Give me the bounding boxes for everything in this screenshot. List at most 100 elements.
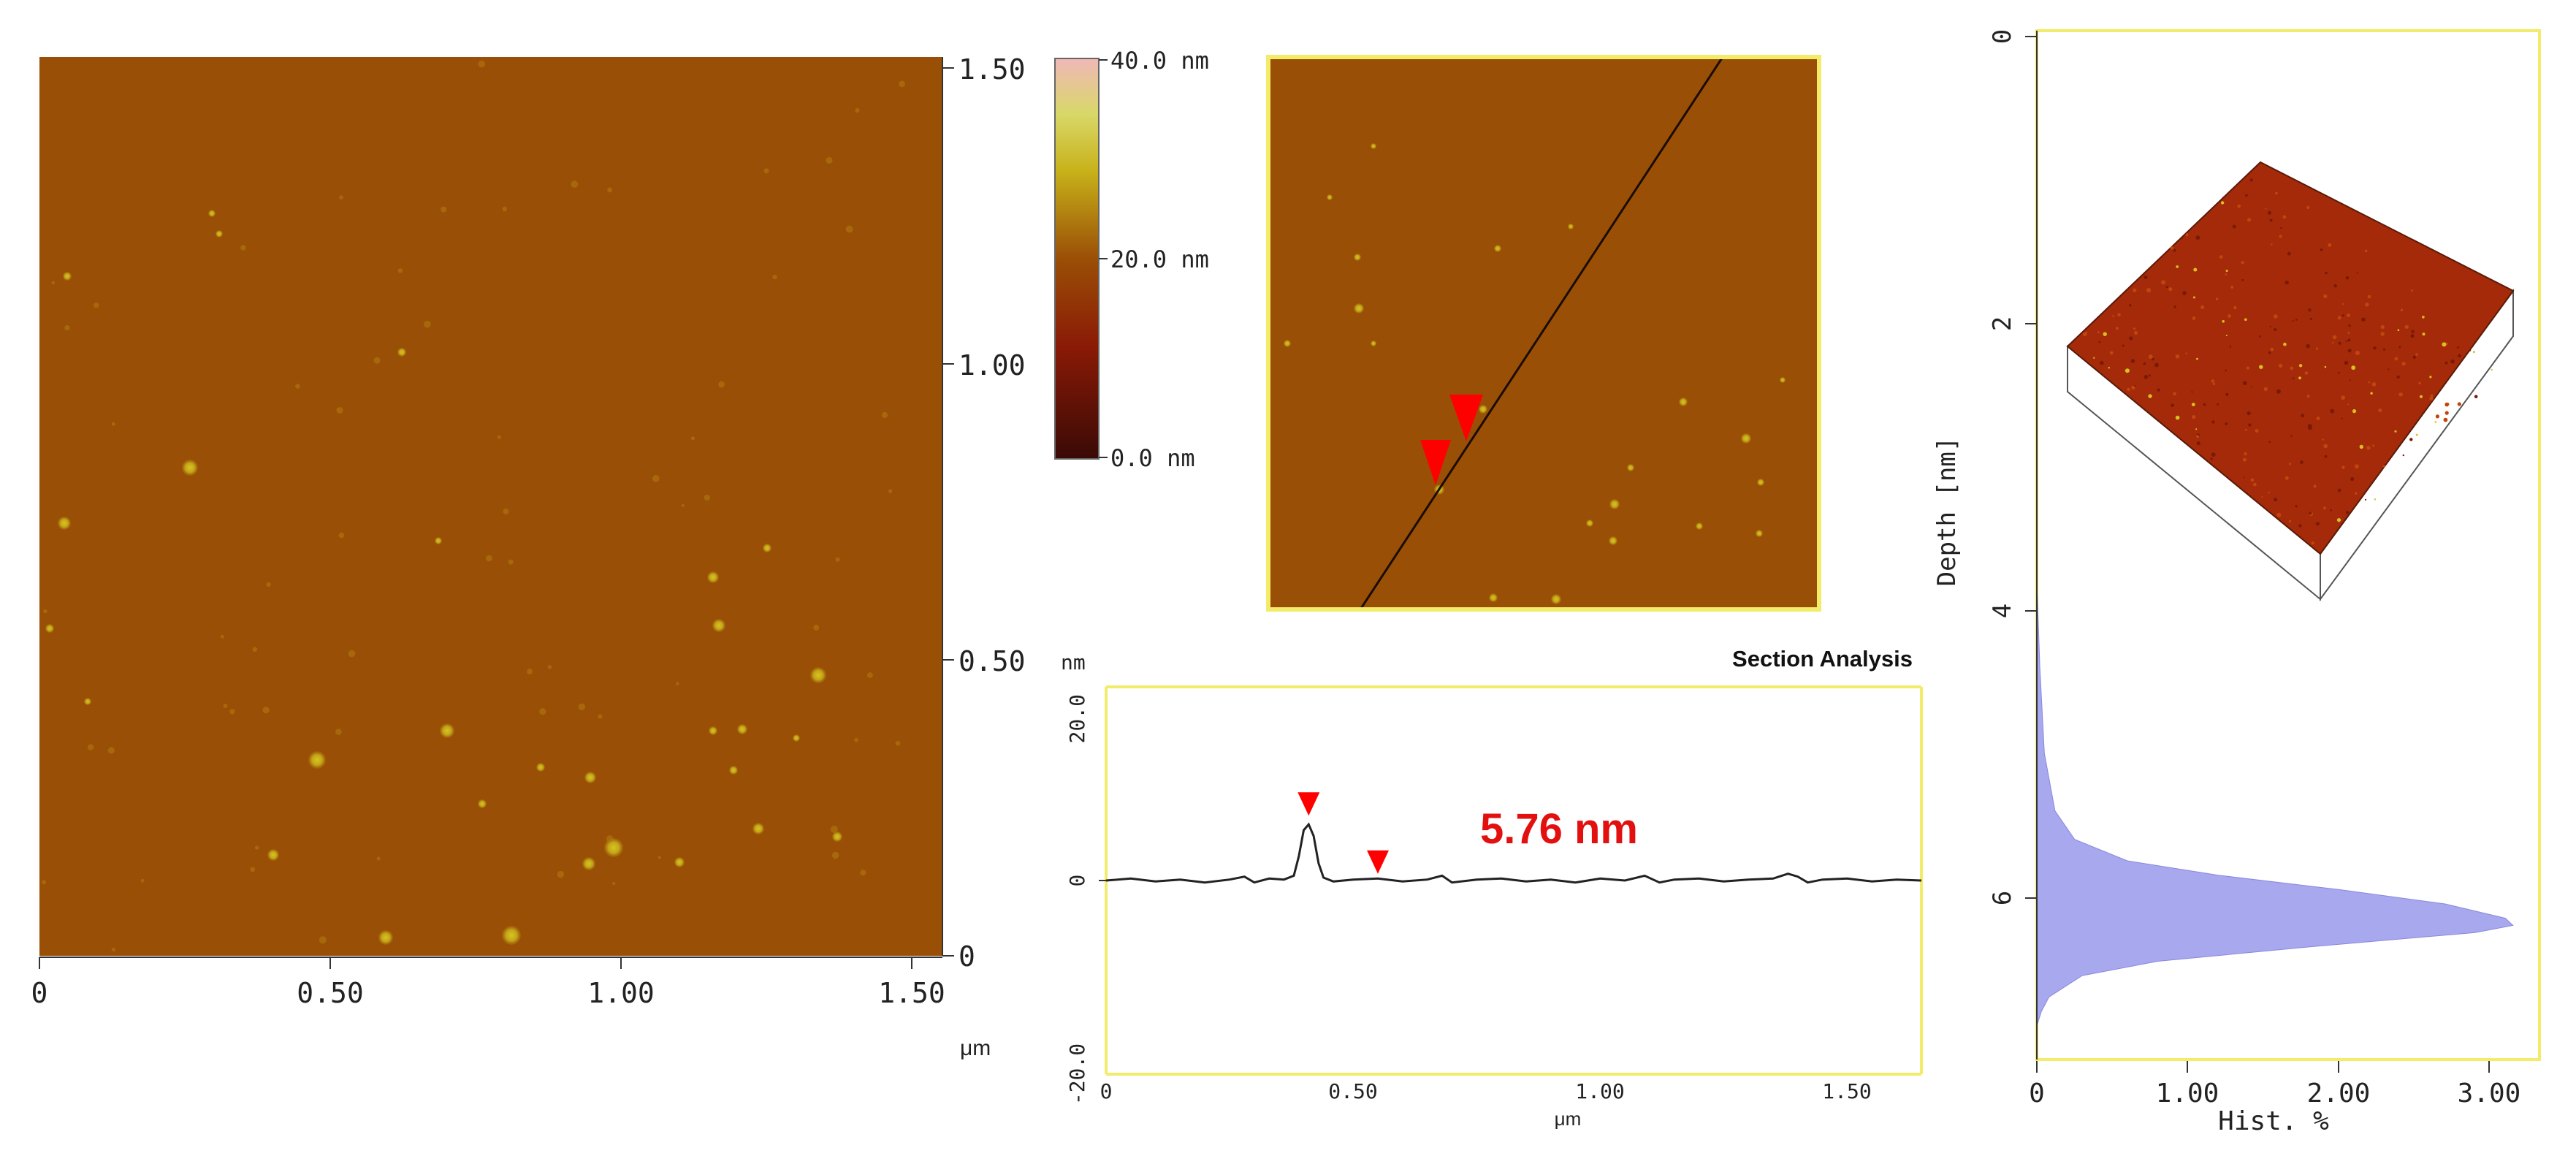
surface-speckle xyxy=(2404,324,2409,329)
afm-particle xyxy=(252,647,258,652)
surface-speckle xyxy=(2292,377,2295,380)
surface-speckle xyxy=(2444,411,2449,415)
surface-speckle xyxy=(2429,396,2434,400)
profile-marker-icon xyxy=(1297,792,1320,816)
surface-speckle xyxy=(2108,367,2110,369)
surface-speckle xyxy=(2152,357,2154,361)
surface-speckle xyxy=(2192,316,2196,320)
surface-speckle xyxy=(2295,505,2298,508)
surface-speckle xyxy=(2330,509,2332,512)
surface-speckle xyxy=(2192,415,2196,419)
surface-speckle xyxy=(2278,363,2283,368)
histogram-y-axis: 0 2 4 6 Depth [nm] xyxy=(1932,29,2038,1060)
surface-speckle xyxy=(2295,319,2298,321)
afm-particle xyxy=(830,825,838,833)
surface-speckle xyxy=(2215,297,2219,301)
surface-speckle xyxy=(2411,330,2415,334)
afm-particle xyxy=(607,187,612,193)
afm-particle xyxy=(107,747,115,754)
surface-speckle xyxy=(2247,411,2251,416)
afm-particle xyxy=(250,867,256,872)
surface-speckle xyxy=(2237,204,2241,208)
afm-particle xyxy=(503,508,509,515)
surface-speckle xyxy=(2222,196,2225,199)
afm-particle xyxy=(718,381,725,388)
surface-speckle xyxy=(2349,379,2351,381)
afm-particle xyxy=(221,634,224,639)
surface-speckle xyxy=(2313,484,2317,488)
surface-speckle xyxy=(2173,305,2176,308)
surface-speckle xyxy=(2396,375,2400,379)
main-xtick-label: 0.50 xyxy=(297,977,364,1009)
afm-particle xyxy=(424,320,431,328)
afm-particle xyxy=(867,672,873,678)
section-image xyxy=(1266,55,1821,612)
afm-particle xyxy=(51,281,56,285)
surface-speckle xyxy=(2442,342,2447,347)
afm-particle xyxy=(772,275,777,280)
surface-speckle xyxy=(2365,303,2369,307)
surface-speckle xyxy=(2400,308,2404,311)
surface-speckle xyxy=(2356,272,2358,274)
afm-particle xyxy=(845,225,853,233)
surface-speckle xyxy=(2225,273,2228,275)
surface-speckle xyxy=(2175,415,2180,420)
surface-speckle xyxy=(2287,251,2291,256)
afm-particle xyxy=(1489,593,1498,602)
surface-speckle xyxy=(2171,403,2174,407)
surface-speckle xyxy=(2250,478,2255,482)
surface-speckle xyxy=(2176,265,2179,268)
surface-speckle xyxy=(2443,417,2448,422)
afm-particle xyxy=(45,624,54,633)
surface-speckle xyxy=(2402,454,2404,457)
surface-speckle xyxy=(2268,210,2272,215)
surface-speckle xyxy=(2457,346,2460,349)
afm-particle xyxy=(1494,245,1501,252)
surface-speckle xyxy=(2157,388,2160,392)
afm-particle xyxy=(704,494,711,501)
surface-speckle xyxy=(2412,355,2416,359)
surface-speckle xyxy=(2274,327,2277,332)
surface-speckle xyxy=(2373,346,2377,350)
surface-speckle xyxy=(2410,334,2415,338)
surface-speckle xyxy=(2244,452,2247,456)
colorbar-label-min: 0.0 nm xyxy=(1110,444,1195,472)
section-analysis-chart: Section Analysis nm 20.0 0 -20.0 0 0.50 … xyxy=(1061,646,1923,1130)
profile-xlabel: μm xyxy=(1555,1108,1582,1130)
afm-particle xyxy=(658,856,661,859)
afm-particle xyxy=(681,503,685,507)
afm-particle xyxy=(598,714,603,719)
afm-particle xyxy=(832,832,842,842)
surface-speckle xyxy=(2332,335,2337,340)
afm-particle xyxy=(478,60,485,68)
surface-speckle xyxy=(2185,352,2187,354)
afm-particle xyxy=(539,708,546,715)
surface-speckle xyxy=(2175,354,2180,359)
main-ytick-label: 0.50 xyxy=(959,645,1026,677)
surface-speckle xyxy=(2347,313,2350,317)
hist-xtick-label: 1.00 xyxy=(2156,1079,2219,1109)
afm-particle xyxy=(376,856,381,861)
surface-speckle xyxy=(2225,422,2228,425)
surface-speckle xyxy=(2274,314,2278,319)
surface-speckle xyxy=(2191,391,2193,393)
surface-speckle xyxy=(2328,243,2332,247)
surface-speckle xyxy=(2409,438,2413,441)
afm-particle xyxy=(604,838,623,857)
surface-speckle xyxy=(2307,424,2312,428)
afm-particle xyxy=(547,665,552,669)
scan-line xyxy=(1359,56,1724,610)
afm-particle xyxy=(1371,143,1376,149)
surface-speckle xyxy=(2364,249,2368,253)
surface-speckle xyxy=(2382,465,2385,468)
surface-speckle xyxy=(2472,351,2475,354)
surface-speckle xyxy=(2131,385,2135,389)
afm-particle xyxy=(1586,520,1593,527)
afm-particle xyxy=(855,107,860,113)
surface-speckle xyxy=(2491,368,2493,371)
afm-particle xyxy=(502,206,507,212)
profile-line xyxy=(1105,822,1922,884)
surface-speckle xyxy=(2325,271,2328,275)
profile-ytick-label: -20.0 xyxy=(1065,1043,1089,1105)
profile-xtick-label: 0 xyxy=(1100,1079,1113,1103)
